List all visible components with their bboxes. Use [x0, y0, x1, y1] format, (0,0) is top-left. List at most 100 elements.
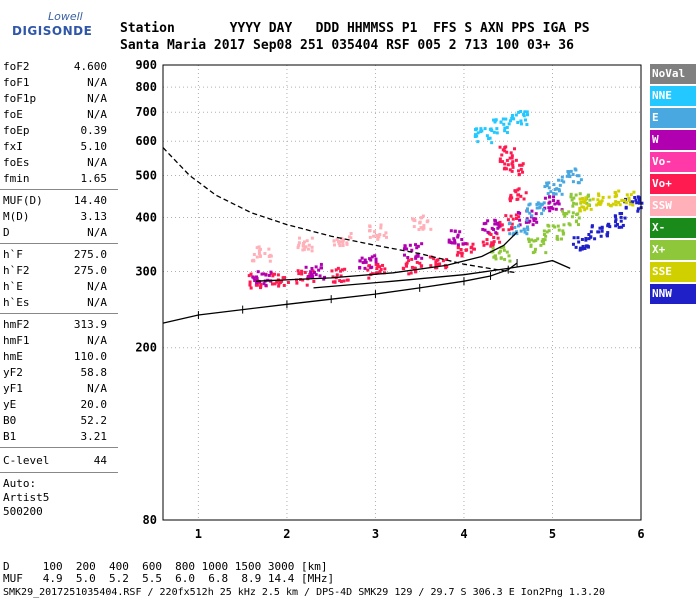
- data-point-e: [523, 230, 527, 234]
- data-point-nnw: [637, 201, 641, 205]
- data-point-w: [447, 238, 451, 242]
- data-point-vo: [300, 272, 304, 276]
- data-point-vo: [405, 261, 409, 265]
- data-point-sse: [632, 190, 636, 194]
- data-point-sse: [583, 201, 587, 205]
- data-point-ssw: [379, 223, 383, 227]
- data-point-vo: [412, 266, 416, 270]
- data-point-e: [571, 173, 575, 177]
- param-value: 3.13: [80, 210, 108, 223]
- param-key: B0: [3, 414, 17, 427]
- data-point-ssw: [310, 249, 314, 253]
- data-point-nnw: [599, 234, 603, 238]
- data-point-vo: [460, 251, 464, 255]
- data-point-ssw: [373, 230, 377, 234]
- data-point-nnw: [620, 225, 624, 229]
- data-point-w: [364, 260, 368, 264]
- data-point-sse: [613, 190, 617, 194]
- data-point-vo: [342, 279, 346, 283]
- data-point-vo: [508, 199, 512, 203]
- data-point-ssw: [301, 243, 305, 247]
- data-point-e: [560, 179, 564, 183]
- data-point-w: [312, 270, 316, 274]
- data-point-sse: [617, 200, 621, 204]
- data-point-e: [537, 206, 541, 210]
- data-point-e: [540, 212, 544, 216]
- data-point-nnw: [589, 235, 593, 239]
- data-point-vo: [519, 194, 523, 198]
- param-value: 5.10: [80, 140, 108, 153]
- param-value: 4.600: [73, 60, 107, 73]
- data-point-nnw: [607, 223, 611, 227]
- param-key: h`F2: [3, 264, 30, 277]
- param-key: foF1p: [3, 92, 37, 105]
- param-key: foEs: [3, 156, 30, 169]
- data-point-ssw: [422, 226, 426, 230]
- data-point-nnw: [585, 244, 589, 248]
- data-point-vo: [367, 276, 371, 280]
- data-point-ssw: [429, 227, 433, 231]
- data-point-nnw: [593, 237, 597, 241]
- data-point-nnw: [635, 201, 639, 205]
- data-point-w: [552, 195, 556, 199]
- data-point-vo: [295, 281, 299, 285]
- data-point-e: [552, 183, 556, 187]
- data-point-w: [531, 223, 535, 227]
- data-point-ssw: [419, 226, 423, 230]
- data-point-ssw: [267, 254, 271, 258]
- auto-line1: Auto:: [3, 477, 37, 490]
- footer-muf-row: MUF 4.9 5.0 5.2 5.5 6.0 6.8 8.9 14.4 [MH…: [3, 572, 335, 585]
- data-point-ssw: [377, 235, 381, 239]
- data-point-x: [543, 238, 547, 242]
- data-point-nne: [505, 125, 509, 129]
- data-point-nnw: [623, 216, 627, 220]
- param-value: 110.0: [73, 350, 107, 363]
- data-point-nnw: [640, 201, 644, 205]
- data-point-w: [543, 196, 547, 200]
- param-value: 58.8: [80, 366, 108, 379]
- data-point-vo: [492, 235, 496, 239]
- param-value: 0.39: [80, 124, 108, 137]
- data-point-vo: [414, 270, 418, 274]
- data-point-vo: [407, 259, 411, 263]
- param-row-hf2: h`F2 275.0: [3, 264, 107, 278]
- data-point-w: [524, 220, 528, 224]
- data-point-x: [529, 243, 533, 247]
- param-row-hes: h`Es N/A: [3, 296, 107, 310]
- data-point-vo: [504, 145, 508, 149]
- data-point-vo: [481, 240, 485, 244]
- data-point-ssw: [335, 238, 339, 242]
- data-point-x: [567, 210, 571, 214]
- data-point-x: [577, 216, 581, 220]
- data-point-ssw: [307, 243, 311, 247]
- data-point-vo: [343, 267, 347, 271]
- data-point-x: [534, 239, 538, 243]
- data-point-e: [543, 185, 547, 189]
- data-point-e: [557, 189, 561, 193]
- data-point-w: [416, 252, 420, 256]
- data-point-w: [416, 244, 420, 248]
- data-point-nne: [490, 128, 494, 132]
- data-point-nnw: [624, 205, 628, 209]
- data-point-ssw: [255, 246, 259, 250]
- param-key: yF1: [3, 382, 23, 395]
- data-point-vo: [464, 248, 468, 252]
- data-point-nnw: [614, 220, 618, 224]
- data-point-e: [555, 187, 559, 191]
- data-point-sse: [620, 198, 624, 202]
- data-point-nne: [519, 119, 523, 123]
- data-point-w: [415, 246, 419, 250]
- param-key: B1: [3, 430, 17, 443]
- data-point-ssw: [257, 251, 261, 255]
- data-point-x: [536, 237, 540, 241]
- logo-line1: Lowell: [48, 10, 83, 23]
- data-point-x: [556, 237, 560, 241]
- data-point-nnw: [636, 209, 640, 213]
- data-point-e: [562, 180, 566, 184]
- data-point-vo: [283, 276, 287, 280]
- data-point-vo: [489, 233, 493, 237]
- data-point-vo: [312, 279, 316, 283]
- y-tick-label: 800: [135, 80, 157, 94]
- data-point-sse: [578, 209, 582, 213]
